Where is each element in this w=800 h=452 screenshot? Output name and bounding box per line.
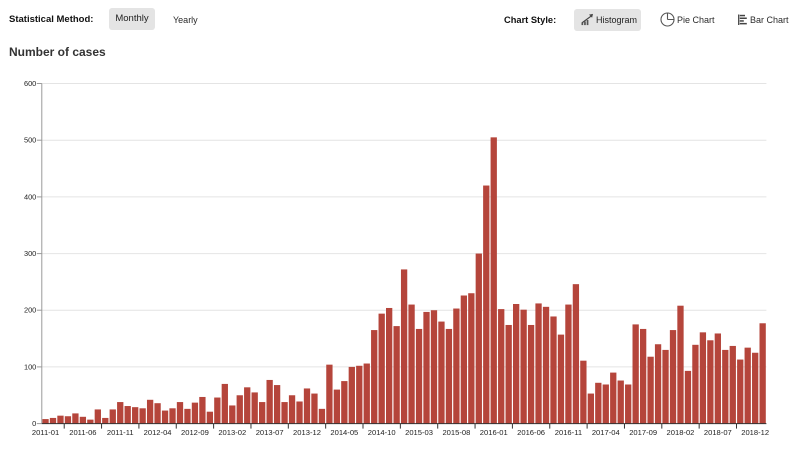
svg-text:500: 500 xyxy=(24,136,36,145)
svg-text:2012-09: 2012-09 xyxy=(181,428,209,437)
svg-text:2016-06: 2016-06 xyxy=(517,428,545,437)
svg-text:2016-11: 2016-11 xyxy=(555,428,582,437)
svg-text:2011-01: 2011-01 xyxy=(32,428,59,437)
svg-text:2011-11: 2011-11 xyxy=(107,428,134,437)
svg-text:2011-06: 2011-06 xyxy=(69,428,96,437)
svg-text:2014-10: 2014-10 xyxy=(368,428,396,437)
svg-text:2015-03: 2015-03 xyxy=(405,428,433,437)
svg-text:2012-04: 2012-04 xyxy=(144,428,172,437)
svg-text:2013-02: 2013-02 xyxy=(218,428,246,437)
svg-text:2014-05: 2014-05 xyxy=(330,428,358,437)
svg-text:2017-04: 2017-04 xyxy=(592,428,620,437)
svg-text:0: 0 xyxy=(32,419,36,428)
svg-text:2016-01: 2016-01 xyxy=(480,428,508,437)
svg-text:2013-07: 2013-07 xyxy=(256,428,284,437)
svg-text:200: 200 xyxy=(24,306,36,315)
svg-text:2015-08: 2015-08 xyxy=(442,428,470,437)
svg-text:600: 600 xyxy=(24,79,36,88)
svg-text:100: 100 xyxy=(24,362,36,371)
svg-text:400: 400 xyxy=(24,192,36,201)
svg-text:300: 300 xyxy=(24,249,36,258)
svg-text:2018-12: 2018-12 xyxy=(741,428,769,437)
svg-text:2018-07: 2018-07 xyxy=(704,428,732,437)
svg-text:2013-12: 2013-12 xyxy=(293,428,321,437)
svg-text:2018-02: 2018-02 xyxy=(667,428,695,437)
svg-text:2017-09: 2017-09 xyxy=(629,428,657,437)
